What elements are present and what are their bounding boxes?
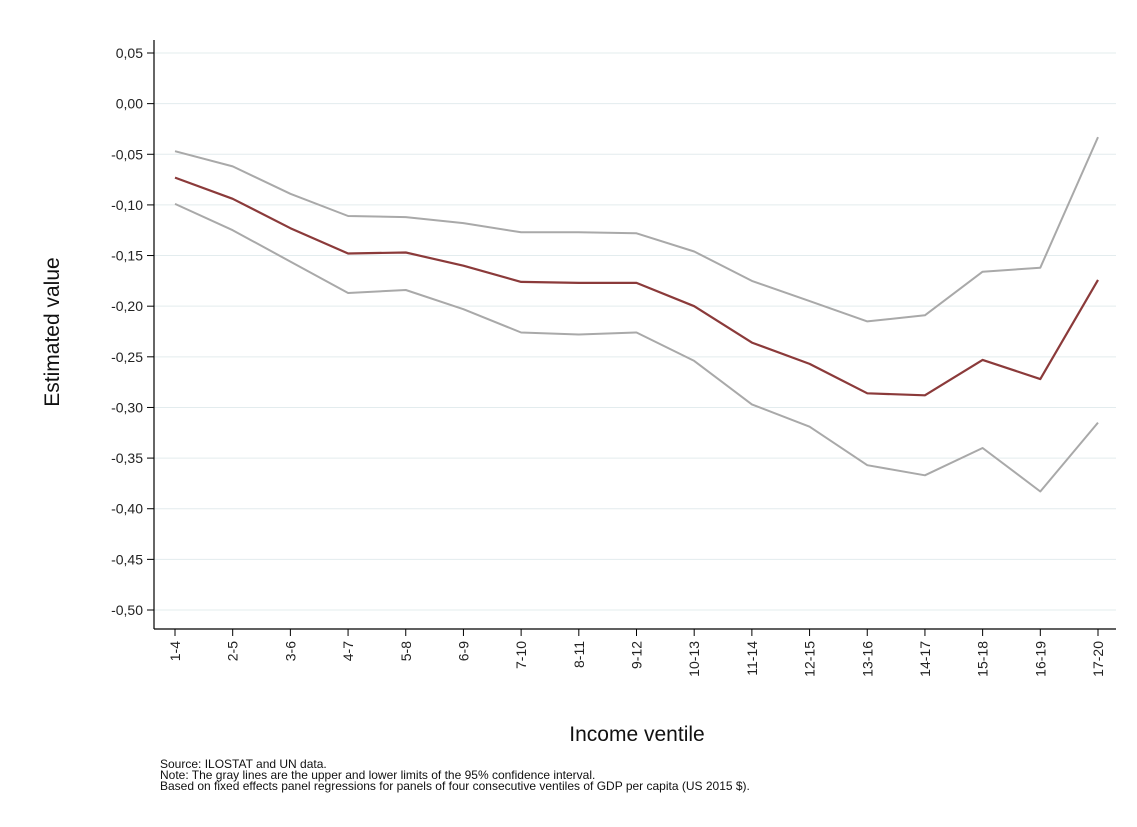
x-tick-label: 5-8 <box>398 641 414 661</box>
ci-note: Note: The gray lines are the upper and l… <box>160 768 596 782</box>
x-tick-label: 13-16 <box>859 641 875 677</box>
y-tick-label: -0,15 <box>111 248 143 264</box>
x-tick-label: 10-13 <box>686 641 702 677</box>
series-lines <box>174 136 1099 493</box>
x-tick-label: 14-17 <box>917 641 933 677</box>
x-axis-title: Income ventile <box>569 723 704 746</box>
y-tick-label: -0,10 <box>111 197 143 213</box>
y-tick-label: -0,30 <box>111 399 143 415</box>
y-tick-label: -0,50 <box>111 602 143 618</box>
x-tick-label: 17-20 <box>1090 641 1106 677</box>
x-tick-label: 3-6 <box>282 641 298 661</box>
x-tick-label: 11-14 <box>744 641 760 676</box>
y-tick-label: -0,40 <box>111 501 143 517</box>
method-note: Based on fixed effects panel regressions… <box>160 779 750 793</box>
y-tick-label: 0,05 <box>116 45 143 61</box>
axes <box>153 40 1116 630</box>
series-line-estimate <box>174 176 1099 397</box>
x-tick-label: 16-19 <box>1032 641 1048 677</box>
x-tick-label: 9-12 <box>629 641 645 669</box>
x-tick-label: 8-11 <box>571 641 587 668</box>
y-tick-label: -0,20 <box>111 298 143 314</box>
x-tick-label: 15-18 <box>975 641 991 677</box>
y-tick-label: -0,25 <box>111 349 143 365</box>
y-axis-ticks: 0,05 0,00 -0,05 -0,10 -0,15 -0,20 -0,25 -0,30 -0… <box>111 45 154 618</box>
y-tick-label: 0,00 <box>116 96 143 112</box>
y-tick-label: -0,35 <box>111 450 143 466</box>
source-note: Source: ILOSTAT and UN data. <box>160 757 327 771</box>
series-line-upper <box>174 136 1099 323</box>
y-axis-title: Estimated value <box>41 257 64 406</box>
x-tick-label: 1-4 <box>167 641 183 661</box>
x-tick-label: 2-5 <box>225 641 241 661</box>
grid-lines <box>154 52 1116 611</box>
x-tick-label: 7-10 <box>513 641 529 669</box>
x-tick-label: 12-15 <box>802 641 818 677</box>
x-axis-ticks: 1-4 2-5 3-6 4-7 5-8 6-9 7-10 8-11 9-12 10-13 11-14… <box>167 629 1106 677</box>
series-line-lower <box>174 202 1099 493</box>
y-tick-label: -0,45 <box>111 551 143 567</box>
x-tick-label: 6-9 <box>455 641 471 661</box>
y-tick-label: -0,05 <box>111 146 143 162</box>
x-tick-label: 4-7 <box>340 641 356 661</box>
chart-notes: Source: ILOSTAT and UN data. Note: The g… <box>160 757 750 793</box>
